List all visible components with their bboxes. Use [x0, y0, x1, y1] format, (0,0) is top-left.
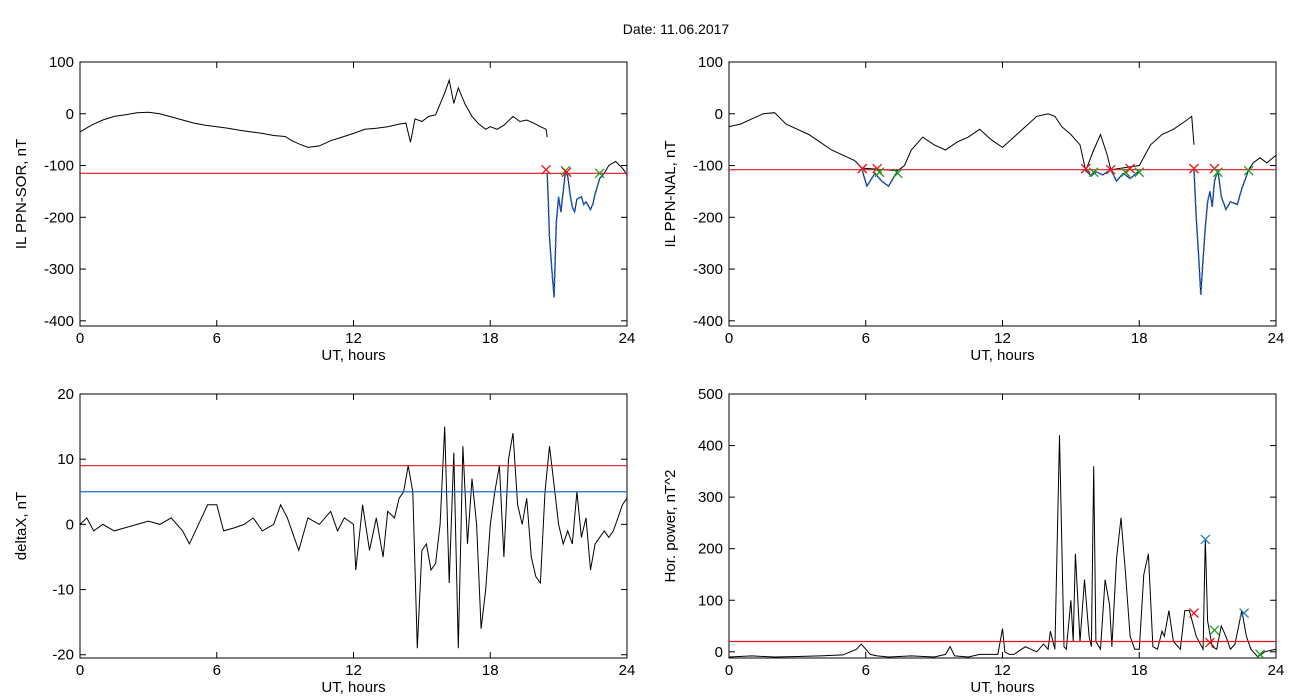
plot-frame [728, 393, 1277, 659]
x-tick-label: 6 [862, 330, 870, 347]
x-tick-label: 12 [345, 662, 362, 679]
event-marker [1239, 608, 1250, 619]
event-series-line [1193, 169, 1250, 295]
y-tick-label: 0 [66, 106, 74, 123]
event-marker [1134, 167, 1145, 178]
event-marker [1255, 649, 1266, 658]
y-tick-label: 20 [57, 386, 74, 403]
series-line-tail [1248, 154, 1276, 170]
plot-frame [79, 61, 628, 327]
event-marker [892, 168, 903, 179]
plot-area [729, 435, 1276, 658]
y-axis-label: IL PPN-NAL, nT [662, 141, 679, 248]
figure-title: Date: 11.06.2017 [623, 21, 730, 37]
event-series-line [1085, 169, 1112, 177]
x-axis-label: UT, hours [321, 347, 385, 364]
event-marker [1209, 625, 1220, 636]
plot-area [80, 78, 627, 298]
x-tick-label: 6 [862, 662, 870, 679]
plot-area [80, 426, 627, 649]
x-tick-label: 6 [213, 662, 221, 679]
event-marker [541, 164, 552, 175]
y-tick-label: 400 [698, 438, 723, 455]
event-series-line [1110, 169, 1140, 183]
y-tick-label: 0 [66, 516, 74, 533]
x-axis-label: UT, hours [970, 347, 1034, 364]
series-line-tail [603, 160, 627, 176]
series-line [80, 426, 627, 649]
event-marker [1105, 164, 1116, 175]
event-series-line [861, 170, 899, 189]
panel-il-ppn-sor: 0 6 12 18 24 -400 -300 -200 -100 0 100 UT, hours IL … [13, 54, 635, 364]
plot-frame [728, 61, 1277, 327]
event-marker [1204, 637, 1215, 648]
event-marker [1212, 167, 1223, 178]
y-tick-label: 100 [698, 592, 723, 609]
x-axis-label: UT, hours [970, 679, 1034, 696]
panel-delta-x: 0 6 12 18 24 -20 -10 0 10 20 UT, hours deltaX, nT [13, 386, 635, 696]
series-line [80, 78, 548, 148]
x-tick-label: 18 [482, 330, 499, 347]
y-axis-label: deltaX, nT [13, 492, 30, 560]
series-line [729, 112, 1195, 173]
event-marker [1125, 163, 1136, 174]
event-marker [594, 168, 605, 179]
x-tick-label: 0 [76, 662, 84, 679]
x-tick-label: 18 [1131, 662, 1148, 679]
event-marker [857, 163, 868, 174]
x-tick-label: 0 [725, 662, 733, 679]
x-tick-label: 6 [213, 330, 221, 347]
x-tick-label: 24 [1268, 662, 1285, 679]
y-tick-label: -10 [52, 582, 74, 599]
y-tick-label: -400 [693, 313, 723, 330]
y-axis-label: Hor. power, nT^2 [662, 470, 679, 583]
y-tick-label: 200 [698, 541, 723, 558]
x-axis-label: UT, hours [321, 679, 385, 696]
event-marker [1120, 167, 1131, 178]
event-marker [1243, 165, 1254, 176]
x-tick-label: 0 [725, 330, 733, 347]
x-tick-label: 12 [994, 662, 1011, 679]
x-tick-label: 18 [482, 662, 499, 679]
event-marker [561, 167, 572, 178]
panel-il-ppn-nal: 0 6 12 18 24 -400 -300 -200 -100 0 100 UT, hours IL … [662, 54, 1284, 364]
y-tick-label: 100 [698, 54, 723, 71]
y-tick-label: -20 [52, 647, 74, 664]
plot-area [729, 112, 1276, 295]
series-line [729, 435, 1276, 658]
event-marker [1188, 163, 1199, 174]
y-tick-label: -200 [693, 209, 723, 226]
y-tick-label: 300 [698, 489, 723, 506]
x-tick-label: 24 [619, 662, 636, 679]
y-tick-label: 0 [715, 644, 723, 661]
event-marker [1080, 163, 1091, 174]
y-axis-label: IL PPN-SOR, nT [13, 139, 30, 249]
y-tick-label: 500 [698, 386, 723, 403]
event-marker [1088, 167, 1099, 178]
panel-hor-power: 0 6 12 18 24 0 100 200 300 400 500 UT, hours Hor. po… [662, 386, 1284, 696]
y-tick-label: -100 [693, 158, 723, 175]
event-marker [1200, 534, 1211, 545]
x-tick-label: 12 [994, 330, 1011, 347]
event-marker [874, 167, 885, 178]
y-tick-label: -300 [44, 261, 74, 278]
x-tick-label: 18 [1131, 330, 1148, 347]
y-tick-label: -300 [693, 261, 723, 278]
event-marker [1188, 608, 1199, 619]
x-tick-label: 24 [619, 330, 636, 347]
x-tick-label: 24 [1268, 330, 1285, 347]
y-tick-label: 100 [49, 54, 74, 71]
x-tick-label: 0 [76, 330, 84, 347]
event-series-line [546, 169, 605, 298]
y-tick-label: -400 [44, 313, 74, 330]
y-tick-label: -100 [44, 158, 74, 175]
y-tick-label: 10 [57, 451, 74, 468]
y-tick-label: 0 [715, 106, 723, 123]
x-tick-label: 12 [345, 330, 362, 347]
y-tick-label: -200 [44, 209, 74, 226]
